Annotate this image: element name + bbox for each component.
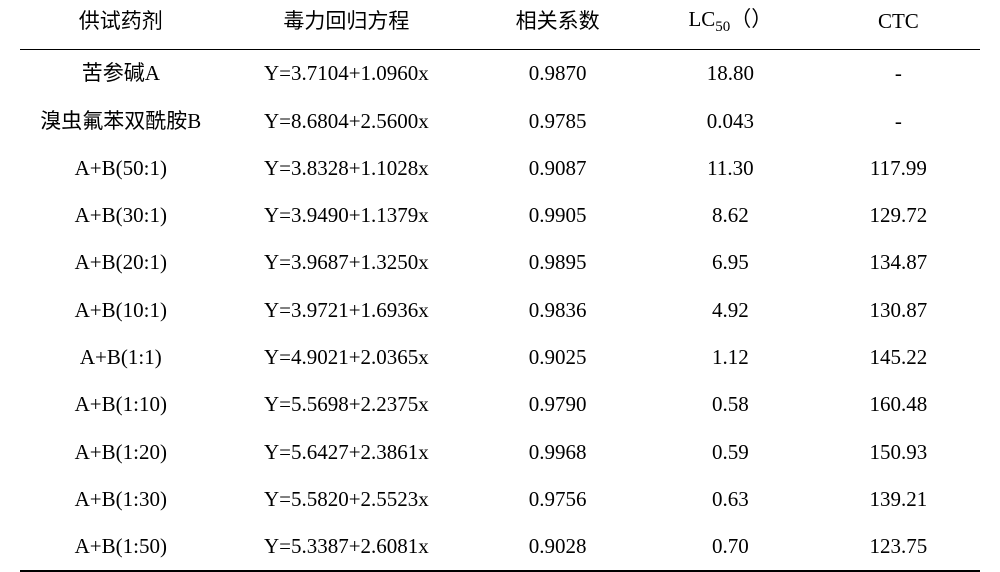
table-row: A+B(20:1)Y=3.9687+1.3250x0.98956.95134.8… [20,239,980,286]
cell-ctc: 134.87 [817,239,980,286]
table-row: A+B(10:1)Y=3.9721+1.6936x0.98364.92130.8… [20,287,980,334]
cell-agent: A+B(20:1) [20,239,222,286]
cell-lc50: 1.12 [644,334,817,381]
table-body: 苦参碱AY=3.7104+1.0960x0.987018.80-溴虫氟苯双酰胺B… [20,50,980,572]
cell-ctc: 160.48 [817,381,980,428]
cell-lc50: 0.59 [644,429,817,476]
cell-agent: A+B(10:1) [20,287,222,334]
cell-agent: 溴虫氟苯双酰胺B [20,98,222,145]
table-row: A+B(1:50)Y=5.3387+2.6081x0.90280.70123.7… [20,523,980,571]
cell-equation: Y=5.6427+2.3861x [222,429,472,476]
cell-equation: Y=5.5698+2.2375x [222,381,472,428]
table-row: 苦参碱AY=3.7104+1.0960x0.987018.80- [20,50,980,98]
cell-r: 0.9870 [471,50,644,98]
header-lc50: LC50（） [644,0,817,50]
header-equation: 毒力回归方程 [222,0,472,50]
header-lc50-prefix: LC [688,7,715,31]
table-row: 溴虫氟苯双酰胺BY=8.6804+2.5600x0.97850.043- [20,98,980,145]
cell-equation: Y=3.8328+1.1028x [222,145,472,192]
cell-equation: Y=4.9021+2.0365x [222,334,472,381]
cell-lc50: 0.043 [644,98,817,145]
cell-equation: Y=3.9687+1.3250x [222,239,472,286]
table-row: A+B(1:10)Y=5.5698+2.2375x0.97900.58160.4… [20,381,980,428]
cell-ctc: - [817,98,980,145]
cell-lc50: 0.70 [644,523,817,571]
cell-r: 0.9025 [471,334,644,381]
toxicity-table-container: 供试药剂 毒力回归方程 相关系数 LC50（） CTC 苦参碱AY=3.7104… [20,0,980,572]
cell-agent: A+B(30:1) [20,192,222,239]
header-agent: 供试药剂 [20,0,222,50]
cell-r: 0.9756 [471,476,644,523]
cell-equation: Y=3.9721+1.6936x [222,287,472,334]
cell-equation: Y=8.6804+2.5600x [222,98,472,145]
table-header-row: 供试药剂 毒力回归方程 相关系数 LC50（） CTC [20,0,980,50]
cell-agent: A+B(1:50) [20,523,222,571]
table-row: A+B(1:30)Y=5.5820+2.5523x0.97560.63139.2… [20,476,980,523]
toxicity-table: 供试药剂 毒力回归方程 相关系数 LC50（） CTC 苦参碱AY=3.7104… [20,0,980,572]
cell-lc50: 0.58 [644,381,817,428]
table-row: A+B(1:20)Y=5.6427+2.3861x0.99680.59150.9… [20,429,980,476]
table-row: A+B(50:1)Y=3.8328+1.1028x0.908711.30117.… [20,145,980,192]
cell-agent: A+B(1:10) [20,381,222,428]
cell-lc50: 11.30 [644,145,817,192]
cell-agent: A+B(50:1) [20,145,222,192]
cell-equation: Y=3.9490+1.1379x [222,192,472,239]
cell-r: 0.9087 [471,145,644,192]
cell-r: 0.9790 [471,381,644,428]
cell-lc50: 0.63 [644,476,817,523]
cell-ctc: 139.21 [817,476,980,523]
cell-ctc: 150.93 [817,429,980,476]
cell-agent: 苦参碱A [20,50,222,98]
cell-equation: Y=3.7104+1.0960x [222,50,472,98]
cell-lc50: 4.92 [644,287,817,334]
cell-equation: Y=5.5820+2.5523x [222,476,472,523]
table-row: A+B(30:1)Y=3.9490+1.1379x0.99058.62129.7… [20,192,980,239]
cell-agent: A+B(1:1) [20,334,222,381]
cell-ctc: 130.87 [817,287,980,334]
table-row: A+B(1:1)Y=4.9021+2.0365x0.90251.12145.22 [20,334,980,381]
cell-r: 0.9905 [471,192,644,239]
header-lc50-sub: 50 [715,19,730,35]
cell-ctc: 117.99 [817,145,980,192]
cell-agent: A+B(1:20) [20,429,222,476]
cell-ctc: 145.22 [817,334,980,381]
cell-r: 0.9028 [471,523,644,571]
cell-lc50: 6.95 [644,239,817,286]
cell-agent: A+B(1:30) [20,476,222,523]
cell-lc50: 18.80 [644,50,817,98]
header-r: 相关系数 [471,0,644,50]
cell-ctc: - [817,50,980,98]
header-lc50-suffix: （） [730,7,772,31]
cell-ctc: 123.75 [817,523,980,571]
cell-lc50: 8.62 [644,192,817,239]
header-ctc: CTC [817,0,980,50]
cell-r: 0.9785 [471,98,644,145]
cell-r: 0.9836 [471,287,644,334]
cell-r: 0.9968 [471,429,644,476]
cell-equation: Y=5.3387+2.6081x [222,523,472,571]
cell-ctc: 129.72 [817,192,980,239]
cell-r: 0.9895 [471,239,644,286]
